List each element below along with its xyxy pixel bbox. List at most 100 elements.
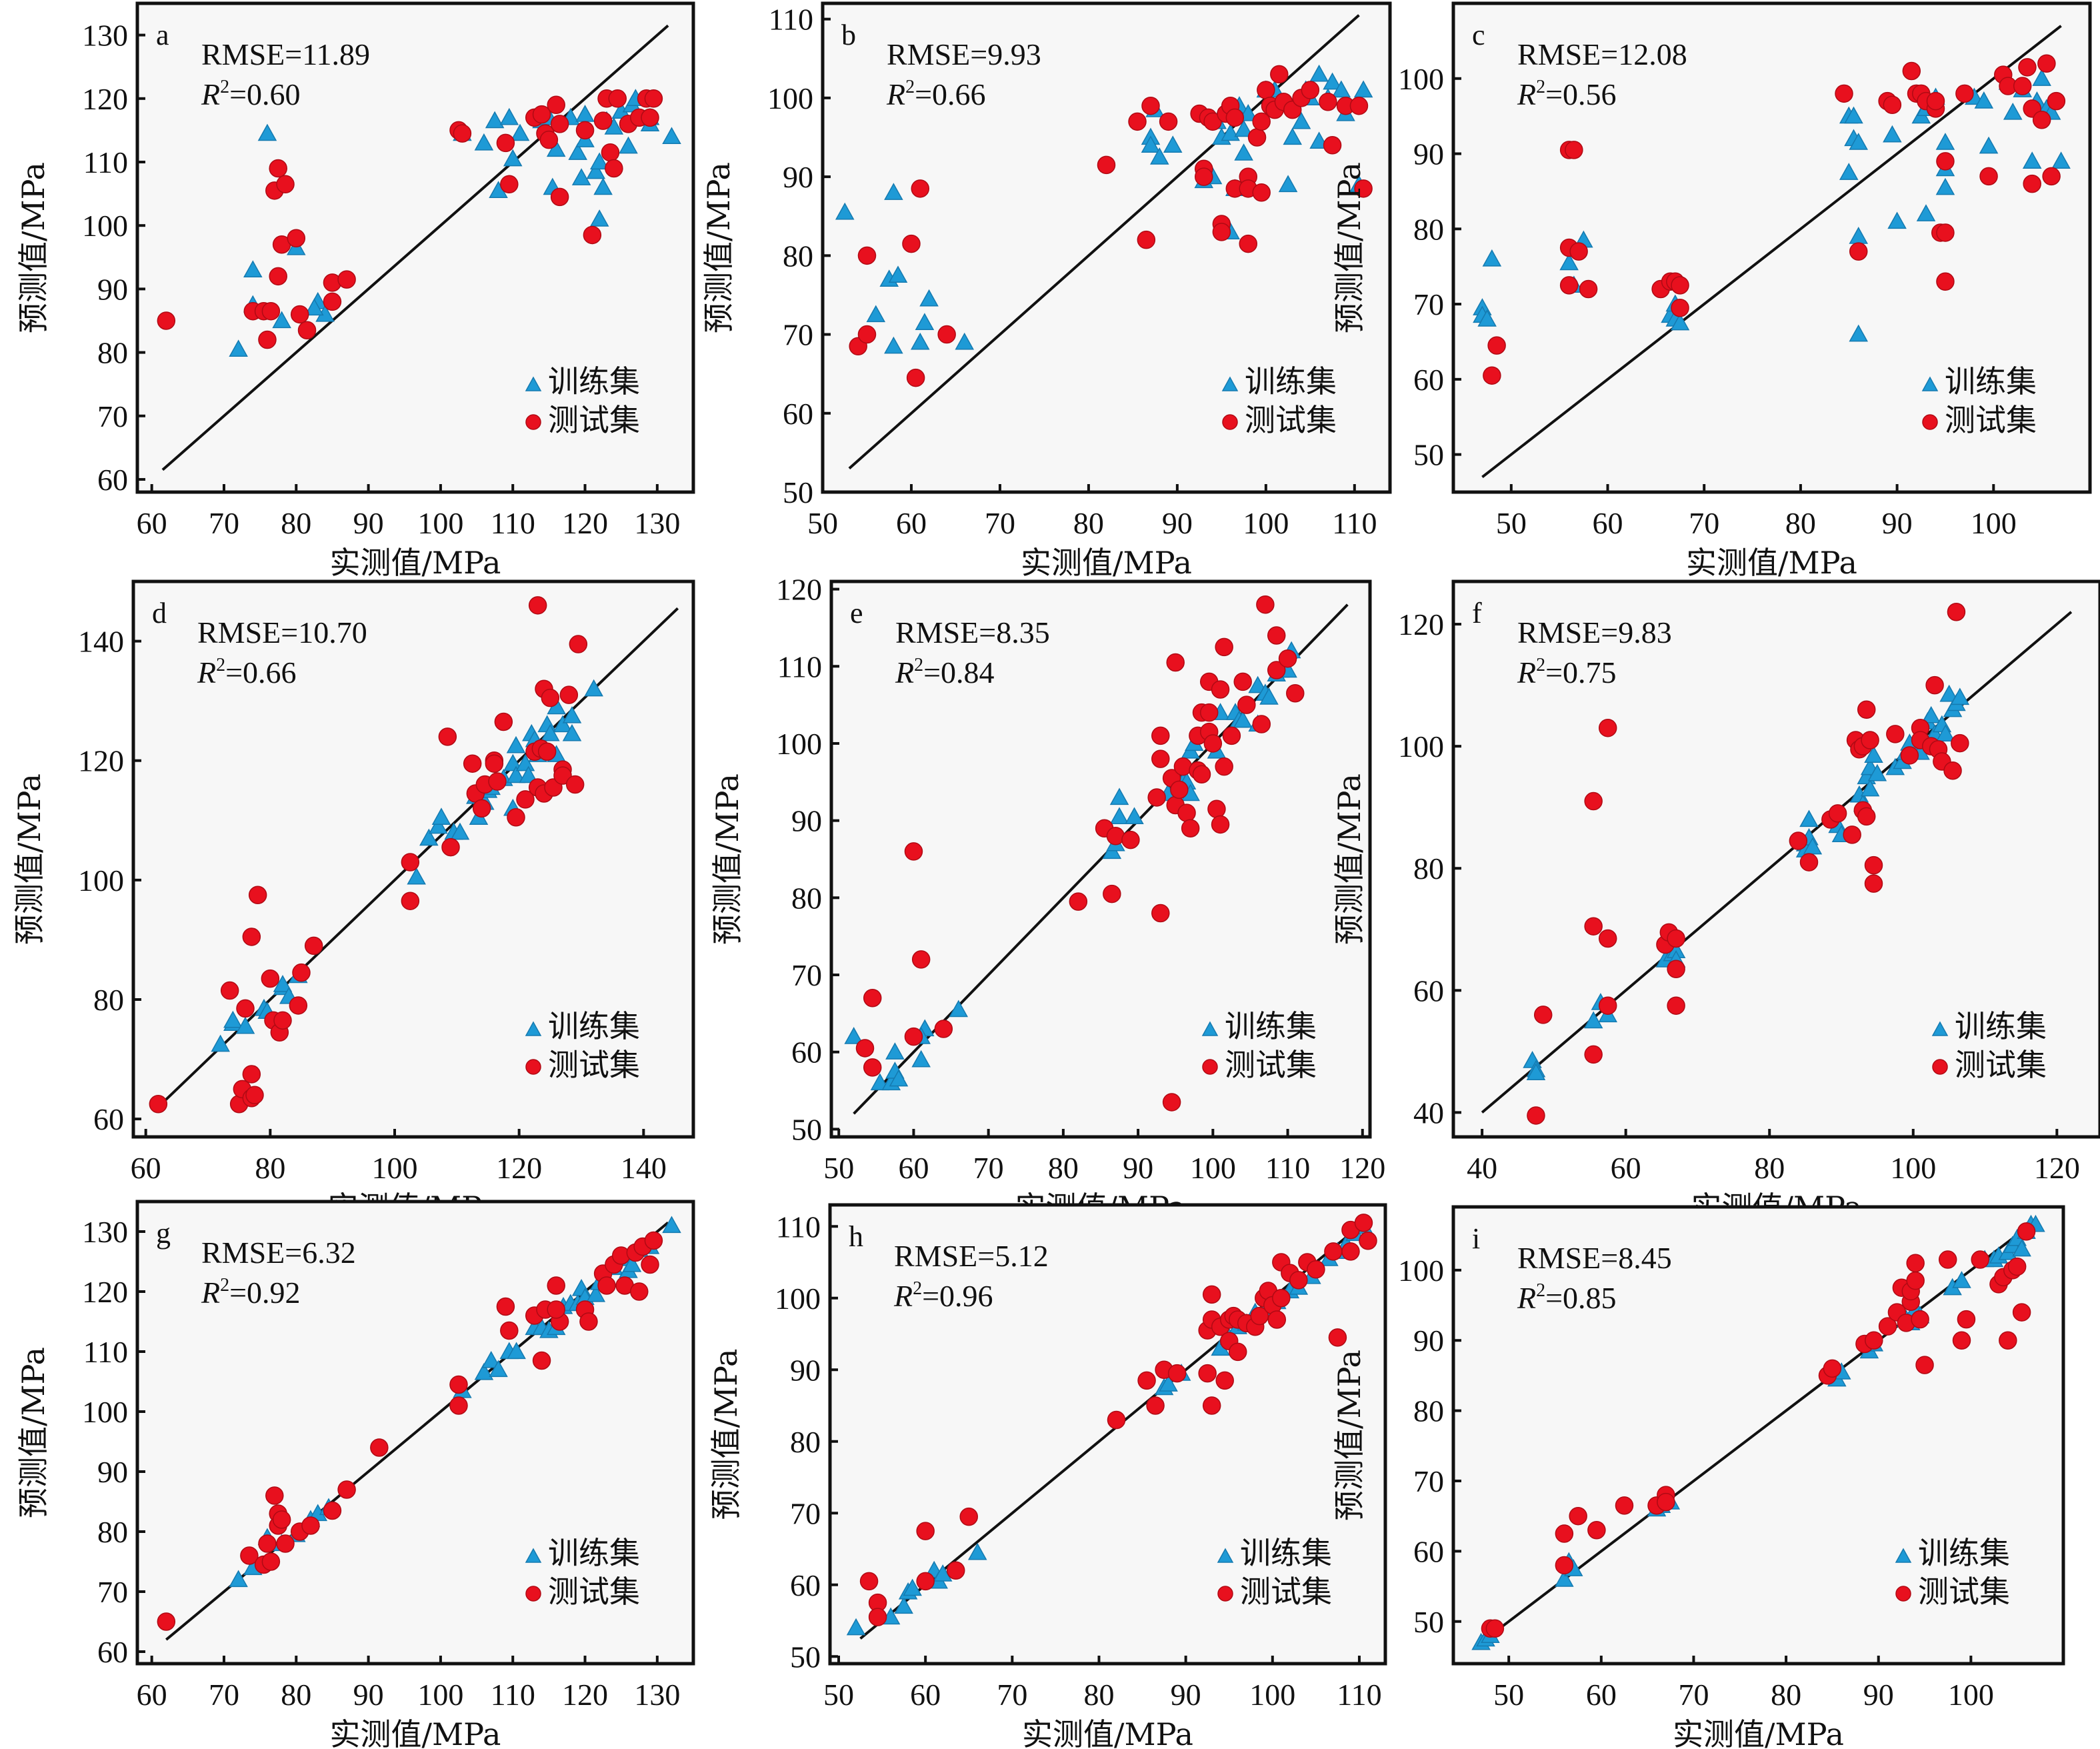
test-point — [1239, 234, 1257, 253]
test-point — [401, 853, 420, 871]
test-point — [1823, 1359, 1842, 1378]
train-point — [229, 339, 248, 357]
test-point — [1584, 1045, 1603, 1064]
legend-train-marker — [1217, 1548, 1234, 1563]
test-point — [269, 159, 287, 178]
test-point — [641, 1255, 659, 1274]
test-point — [1106, 827, 1125, 845]
test-point — [1828, 804, 1847, 823]
panel-h: 50 60 70 80 90 100 110 50 60 70 80 90 100 110 实测值/MPa 预… — [708, 1203, 1387, 1749]
legend-train-marker — [1201, 1021, 1219, 1036]
y-tick-label: 70 — [791, 958, 822, 992]
test-point — [297, 321, 317, 340]
test-point — [1584, 917, 1603, 936]
train-point — [503, 753, 523, 771]
x-tick-label: 90 — [1882, 506, 1913, 540]
train-point — [273, 975, 293, 992]
x-tick-label: 110 — [1265, 1151, 1310, 1185]
x-tick-label: 80 — [1048, 1151, 1079, 1185]
y-tick-label: 90 — [97, 272, 128, 306]
rmse-label: RMSE=11.89 — [201, 37, 370, 71]
test-point — [1926, 91, 1945, 111]
test-point — [1835, 84, 1853, 103]
train-point — [894, 1596, 913, 1614]
x-tick-label: 100 — [1190, 1151, 1236, 1185]
test-point — [1943, 761, 1962, 780]
rmse-label: RMSE=5.12 — [894, 1239, 1049, 1273]
legend-test-marker — [1202, 1059, 1218, 1075]
test-point — [1878, 1317, 1897, 1336]
test-point — [1215, 757, 1233, 776]
x-tick-label: 90 — [353, 1678, 384, 1712]
train-point — [489, 1360, 508, 1378]
y-tick-label: 80 — [791, 881, 822, 915]
test-point — [644, 1231, 663, 1250]
y-tick-label: 100 — [82, 209, 128, 243]
x-tick-label: 80 — [1785, 506, 1816, 540]
test-point — [1159, 112, 1178, 131]
x-tick-label: 60 — [1593, 506, 1623, 540]
test-point — [236, 999, 255, 1018]
train-point — [429, 816, 448, 834]
test-point — [290, 305, 309, 324]
y-tick-label: 110 — [83, 1335, 128, 1369]
x-tick-label: 80 — [281, 1678, 311, 1712]
test-point — [579, 1312, 598, 1331]
test-point — [911, 950, 931, 969]
legend-test-marker — [1932, 1059, 1948, 1075]
x-tick-label: 120 — [1339, 1151, 1385, 1185]
legend-train-label: 训练集 — [1955, 1008, 2047, 1044]
test-point — [1247, 128, 1267, 147]
legend-train-label: 训练集 — [1225, 1008, 1317, 1044]
test-point — [276, 1534, 295, 1553]
x-tick-label: 120 — [562, 506, 608, 540]
y-tick-label: 120 — [82, 1275, 128, 1309]
train-point — [1883, 125, 1902, 143]
test-point — [1137, 1371, 1156, 1390]
train-point — [1309, 64, 1329, 82]
r2-label: R2=0.66 — [197, 655, 297, 689]
test-point — [553, 766, 572, 785]
train-point — [622, 1254, 642, 1272]
test-point — [904, 842, 923, 861]
legend-test-label: 测试集 — [548, 1574, 640, 1610]
test-point — [1559, 276, 1579, 295]
test-point — [1598, 996, 1617, 1015]
y-axis-title: 预测值/MPa — [15, 162, 51, 333]
reference-line — [161, 24, 669, 471]
train-point — [584, 679, 603, 697]
r2-value: =0.84 — [923, 655, 994, 689]
test-point — [272, 1510, 291, 1529]
legend-train-marker — [525, 1548, 542, 1563]
train-point — [503, 149, 523, 167]
test-point — [1202, 1285, 1221, 1304]
x-tick-label: 60 — [910, 1678, 941, 1712]
test-point — [1936, 152, 1955, 171]
test-point — [1883, 95, 1902, 114]
panel-letter: b — [841, 19, 856, 51]
test-point — [1857, 700, 1876, 719]
train-point — [1482, 249, 1502, 267]
train-point — [1234, 143, 1253, 161]
train-point — [305, 298, 324, 316]
y-tick-label: 100 — [82, 1395, 128, 1429]
train-point — [419, 828, 439, 846]
test-point — [453, 124, 472, 143]
y-tick-label: 80 — [1413, 1394, 1444, 1428]
legend-test-marker — [525, 1586, 541, 1602]
test-point — [1198, 1364, 1217, 1383]
test-point — [532, 1351, 551, 1370]
train-point — [481, 1350, 501, 1368]
test-point — [532, 105, 551, 124]
legend-test-label: 测试集 — [1918, 1574, 2010, 1610]
x-tick-label: 70 — [973, 1151, 1004, 1185]
x-tick-label: 90 — [353, 506, 384, 540]
train-point — [1979, 136, 1999, 154]
test-point — [488, 772, 507, 791]
r2-symbol: R — [201, 1276, 220, 1310]
test-point — [240, 1546, 259, 1565]
x-tick-label: 80 — [1073, 506, 1104, 540]
test-point — [906, 368, 925, 387]
test-point — [1323, 136, 1342, 155]
